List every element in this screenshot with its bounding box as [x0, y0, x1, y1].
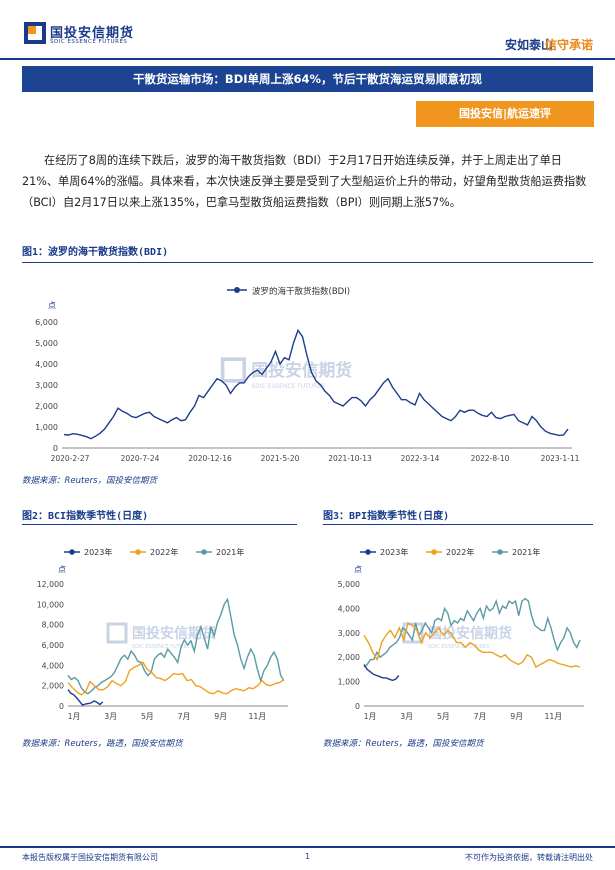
- logo-icon: [24, 22, 46, 44]
- legend-label: 2021年: [512, 547, 540, 557]
- legend-label: 波罗的海干散货指数(BDI): [252, 286, 350, 297]
- x-tick-label: 2021-5-20: [261, 454, 300, 463]
- y-tick-label: 4,000: [338, 604, 360, 613]
- bdi-chart: 国投安信期货 SDIC ESSENCE FUTURES 波罗的海干散货指数(BDI)…: [35, 286, 580, 463]
- y-tick-label: 2,000: [35, 402, 58, 411]
- watermark-text: 国投安信期货: [428, 625, 512, 642]
- page-number: 1: [305, 852, 311, 861]
- x-tick-label: 1月: [364, 712, 377, 721]
- y-tick-label: 1,000: [338, 678, 360, 687]
- x-tick-label: 3月: [104, 712, 117, 721]
- legend-marker: [497, 549, 503, 555]
- figure-2-divider: [22, 524, 297, 525]
- bpi-seasonal-chart: 国投安信期货 SDIC ESSENCE FUTURES 2023年 2022年 2021…: [338, 547, 584, 721]
- series-2022-line: [67, 661, 285, 696]
- x-tick-label: 5月: [437, 712, 450, 721]
- figure-1-source: 数据来源：Reuters，国投安信期货: [22, 476, 158, 486]
- legend-marker: [69, 549, 75, 555]
- series-2021-line: [363, 597, 581, 668]
- legend-label: 2022年: [446, 547, 474, 557]
- summary-paragraph: 在经历了8周的连续下跌后，波罗的海干散货指数（BDI）于2月17日开始连续反弹，…: [22, 154, 587, 209]
- y-axis-unit: 点: [354, 565, 362, 574]
- legend-label: 2022年: [150, 547, 178, 557]
- logo-english: SDIC ESSENCE FUTURES: [50, 39, 128, 45]
- y-tick-label: 5,000: [338, 580, 360, 589]
- y-tick-label: 3,000: [338, 629, 360, 638]
- figure-1-title: 图1：波罗的海干散货指数(BDI): [22, 247, 169, 258]
- x-tick-label: 1月: [68, 712, 81, 721]
- page-header: 国投安信期货 SDIC ESSENCE FUTURES 安如泰山 信守承诺: [0, 0, 615, 62]
- y-tick-label: 2,000: [338, 653, 360, 662]
- watermark-logo-icon: [106, 622, 128, 644]
- bdi-series-line: [63, 328, 569, 440]
- figure-1-divider: [22, 262, 593, 263]
- y-tick-label: 10,000: [37, 600, 64, 609]
- x-tick-label: 11月: [248, 712, 266, 721]
- slogan-part-a: 安如泰山: [504, 38, 553, 52]
- legend-marker: [135, 549, 141, 555]
- legend-label: 2021年: [216, 547, 244, 557]
- footer-copyright: 本报告版权属于国投安信期货有限公司: [22, 853, 158, 862]
- y-tick-label: 8,000: [42, 621, 64, 630]
- x-tick-label: 2022-3-14: [401, 454, 440, 463]
- x-tick-label: 2020-12-16: [188, 454, 232, 463]
- section-tag: 国投安信|航运速评: [416, 101, 594, 127]
- x-tick-label: 7月: [474, 712, 487, 721]
- x-tick-label: 2020-2-27: [51, 454, 90, 463]
- watermark-english: SDIC ESSENCE FUTURES: [132, 644, 193, 650]
- x-tick-label: 9月: [510, 712, 523, 721]
- y-tick-label: 0: [59, 702, 64, 711]
- y-tick-label: 4,000: [35, 360, 58, 369]
- series-2022-line: [363, 621, 581, 668]
- y-axis-unit: 点: [58, 565, 66, 574]
- y-tick-label: 0: [355, 702, 360, 711]
- figure-2-source: 数据来源：Reuters，路透，国投安信期货: [22, 739, 183, 749]
- series-2021-line: [67, 597, 285, 695]
- bci-seasonal-chart: 国投安信期货 SDIC ESSENCE FUTURES 2023年 2022年 2021…: [37, 547, 288, 721]
- y-tick-label: 5,000: [35, 339, 58, 348]
- y-axis-unit: 点: [48, 301, 56, 310]
- x-tick-label: 2022-8-10: [471, 454, 510, 463]
- y-tick-label: 6,000: [35, 318, 58, 327]
- report-title: 干散货运输市场：BDI单周上涨64%，节后干散货海运贸易顺意初现: [22, 66, 593, 92]
- figure-3-title: 图3：BPI指数季节性(日度): [323, 511, 450, 522]
- x-tick-label: 5月: [141, 712, 154, 721]
- footer-disclaimer: 不可作为投资依据，转载请注明出处: [465, 853, 593, 862]
- watermark-logo-icon: [220, 357, 247, 383]
- legend-marker: [365, 549, 371, 555]
- watermark-logo-icon: [402, 622, 424, 644]
- y-tick-label: 12,000: [37, 580, 64, 589]
- y-tick-label: 1,000: [35, 423, 58, 432]
- x-tick-label: 11月: [544, 712, 562, 721]
- x-tick-label: 7月: [178, 712, 191, 721]
- series-2023-line: [363, 664, 400, 682]
- y-tick-label: 0: [53, 444, 58, 453]
- figure-2-title: 图2：BCI指数季节性(日度): [22, 511, 149, 522]
- watermark-text: 国投安信期货: [132, 625, 216, 642]
- x-tick-label: 9月: [214, 712, 227, 721]
- x-tick-label: 2020-7-24: [121, 454, 160, 463]
- y-tick-label: 6,000: [42, 641, 64, 650]
- x-tick-label: 3月: [400, 712, 413, 721]
- watermark-english: SDIC ESSENCE FUTURES: [251, 383, 325, 390]
- legend-marker: [201, 549, 207, 555]
- y-tick-label: 3,000: [35, 381, 58, 390]
- logo-name: 国投安信期货: [50, 26, 135, 41]
- legend-marker: [431, 549, 437, 555]
- legend-marker: [234, 287, 240, 293]
- legend-label: 2023年: [380, 547, 408, 557]
- legend-label: 2023年: [84, 547, 112, 557]
- x-tick-label: 2023-1-11: [541, 454, 580, 463]
- footer-divider: [0, 846, 615, 848]
- watermark-english: SDIC ESSENCE FUTURES: [428, 644, 489, 650]
- watermark-text: 国投安信期货: [251, 360, 352, 380]
- y-tick-label: 4,000: [42, 661, 64, 670]
- y-tick-label: 2,000: [42, 682, 64, 691]
- header-divider: [0, 58, 615, 60]
- figure-3-divider: [323, 524, 593, 525]
- slogan-part-b: 信守承诺: [544, 38, 593, 52]
- series-2023-line: [67, 689, 104, 706]
- x-tick-label: 2021-10-13: [328, 454, 372, 463]
- figure-3-source: 数据来源：Reuters，路透，国投安信期货: [323, 739, 484, 749]
